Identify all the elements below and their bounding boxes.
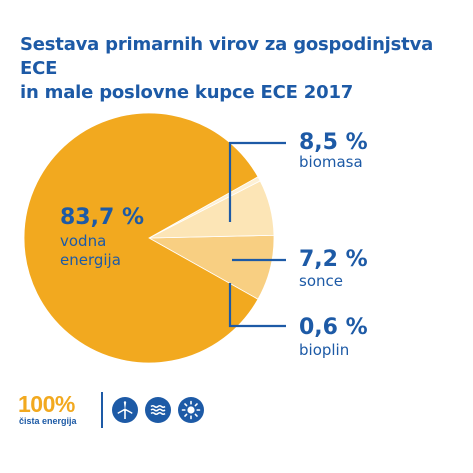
slice-vodna-energija	[23, 112, 259, 364]
label-bioplin-name: bioplin	[299, 341, 349, 359]
label-sonce-name: sonce	[299, 272, 343, 290]
footer-separator	[101, 392, 103, 428]
brand-subtitle: čista energija	[19, 416, 77, 426]
label-biomasa-pct: 8,5 %	[299, 130, 368, 155]
label-biomasa-name: biomasa	[299, 153, 363, 171]
brand-percent: 100%	[18, 391, 75, 417]
chart-title-line2: in male poslovne kupce ECE 2017	[20, 82, 354, 103]
sun-icon	[178, 397, 204, 423]
label-bioplin-pct: 0,6 %	[299, 315, 368, 340]
label-vodna-energija-line2: energija	[60, 251, 121, 269]
label-vodna-energija-pct: 83,7 %	[60, 205, 144, 230]
chart-title-line1: Sestava primarnih virov za gospodinjstva…	[20, 34, 434, 79]
leader-biomasa	[228, 141, 286, 222]
leader-bioplin	[228, 283, 286, 328]
label-vodna-energija-line1: vodna	[60, 232, 106, 250]
water-waves-icon	[145, 397, 171, 423]
label-sonce-pct: 7,2 %	[299, 247, 368, 272]
wind-turbine-icon	[112, 397, 138, 423]
chart-title: Sestava primarnih virov za gospodinjstva…	[20, 33, 460, 105]
